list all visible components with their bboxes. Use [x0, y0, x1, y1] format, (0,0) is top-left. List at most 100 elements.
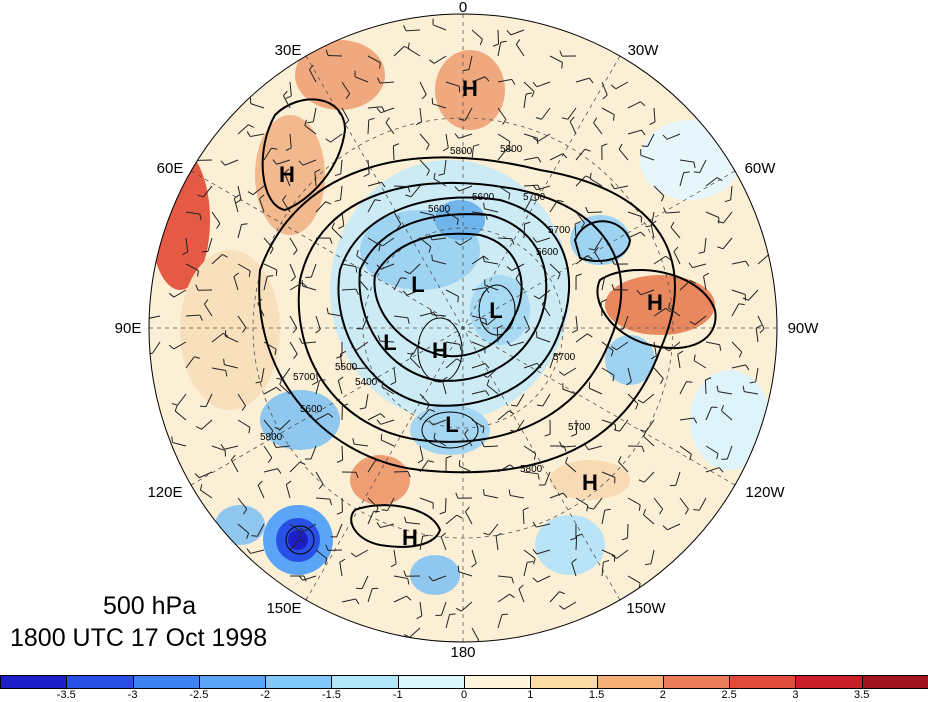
wind-barb	[642, 393, 655, 404]
wind-barb-feather	[559, 441, 563, 448]
colorbar-tick-label: -3	[127, 689, 138, 701]
wind-barb-feather	[285, 95, 292, 100]
wind-barb-feather	[705, 377, 712, 381]
wind-barb-feather	[717, 220, 724, 224]
wind-barb-feather	[459, 118, 466, 121]
wind-barb	[721, 410, 733, 421]
wind-barb	[615, 81, 629, 90]
wind-barb-feather	[640, 101, 646, 107]
wind-barb	[653, 497, 664, 510]
wind-barb-feather	[282, 195, 287, 201]
wind-barb-feather	[481, 441, 485, 447]
wind-barb-feather	[304, 119, 307, 126]
cool-anomaly	[410, 555, 460, 595]
wind-barb	[419, 409, 430, 421]
wind-barb	[757, 315, 765, 329]
wind-barb	[443, 159, 447, 174]
wind-barb	[412, 341, 421, 355]
wind-barb-feather	[483, 532, 490, 536]
lon-label-120e: 120E	[147, 484, 182, 501]
wind-barb	[627, 129, 642, 135]
wind-barb-feather	[344, 119, 350, 126]
wind-barb-feather	[531, 91, 535, 98]
wind-barb-feather	[471, 562, 477, 568]
wind-barb-feather	[355, 288, 359, 295]
wind-barb	[593, 497, 603, 510]
wind-barb	[419, 601, 423, 616]
wind-barb	[315, 201, 326, 213]
wind-barb-feather	[724, 199, 731, 203]
wind-barb	[341, 263, 356, 268]
wind-barb	[575, 419, 578, 435]
wind-barb-feather	[216, 223, 221, 229]
pressure-level-title: 500 hPa	[103, 592, 197, 620]
wind-barb	[601, 471, 616, 478]
wind-barb-feather	[279, 378, 283, 385]
wind-barb-feather	[511, 577, 514, 584]
wind-barb-feather	[659, 508, 664, 515]
wind-barb	[315, 471, 324, 485]
wind-barb-feather	[693, 509, 700, 511]
wind-barb-feather	[575, 273, 582, 277]
wind-barb	[328, 313, 343, 317]
wind-barb-feather	[589, 77, 594, 84]
wind-barb-feather	[611, 346, 617, 351]
wind-barb	[536, 237, 551, 243]
wind-barb	[289, 461, 301, 473]
wind-barb	[380, 523, 395, 528]
wind-barb	[205, 393, 213, 407]
wind-barb-feather	[645, 563, 652, 566]
wind-barb	[692, 263, 707, 269]
wind-barb-feather	[363, 173, 370, 177]
wind-barb-feather	[199, 484, 203, 491]
wind-barb-feather	[168, 292, 175, 298]
wind-barb-feather	[378, 245, 381, 252]
wind-barb-feather	[241, 223, 248, 225]
wind-barb-feather	[612, 375, 615, 382]
wind-barb-feather	[559, 50, 563, 57]
wind-barb	[185, 237, 189, 252]
wind-barb	[419, 497, 434, 504]
wind-barb-feather	[601, 143, 608, 147]
wind-barb	[185, 211, 200, 215]
wind-barb	[341, 598, 356, 603]
colorbar-swatch	[331, 675, 399, 689]
wind-barb-feather	[611, 554, 618, 559]
wind-barb	[361, 575, 369, 589]
wind-barb	[549, 153, 563, 161]
wind-barb	[484, 261, 499, 265]
wind-barb	[497, 410, 510, 421]
high-center-label: H	[279, 162, 295, 187]
wind-barb	[679, 417, 694, 421]
wind-barb	[627, 497, 641, 506]
wind-barb	[358, 279, 369, 291]
wind-barb	[385, 122, 395, 135]
wind-barb	[497, 464, 511, 473]
wind-barb-feather	[292, 327, 298, 334]
wind-barb-feather	[409, 352, 414, 359]
wind-barb-feather	[400, 277, 407, 280]
wind-barb-feather	[403, 570, 407, 577]
wind-barb-feather	[438, 173, 445, 176]
wind-barb-feather	[433, 432, 436, 439]
wind-barb-feather	[510, 404, 518, 407]
wind-barb-feather	[537, 473, 540, 480]
wind-barb-feather	[248, 124, 255, 128]
wind-barb-feather	[336, 511, 343, 515]
wind-barb	[289, 315, 298, 329]
wind-barb-feather	[407, 578, 410, 585]
wind-barb	[704, 379, 707, 395]
colorbar-swatch	[861, 675, 928, 689]
wind-barb-feather	[482, 374, 488, 378]
wind-barb	[589, 387, 603, 395]
wind-barb	[419, 159, 430, 171]
wind-barb-feather	[532, 548, 537, 555]
wind-barb	[224, 364, 239, 369]
wind-barb-feather	[368, 117, 375, 121]
wind-barb	[497, 107, 507, 120]
wind-barb	[211, 211, 221, 224]
wind-barb	[627, 211, 642, 217]
wind-barb	[755, 328, 759, 343]
wind-barb-feather	[693, 171, 700, 174]
wind-barb	[409, 627, 421, 638]
